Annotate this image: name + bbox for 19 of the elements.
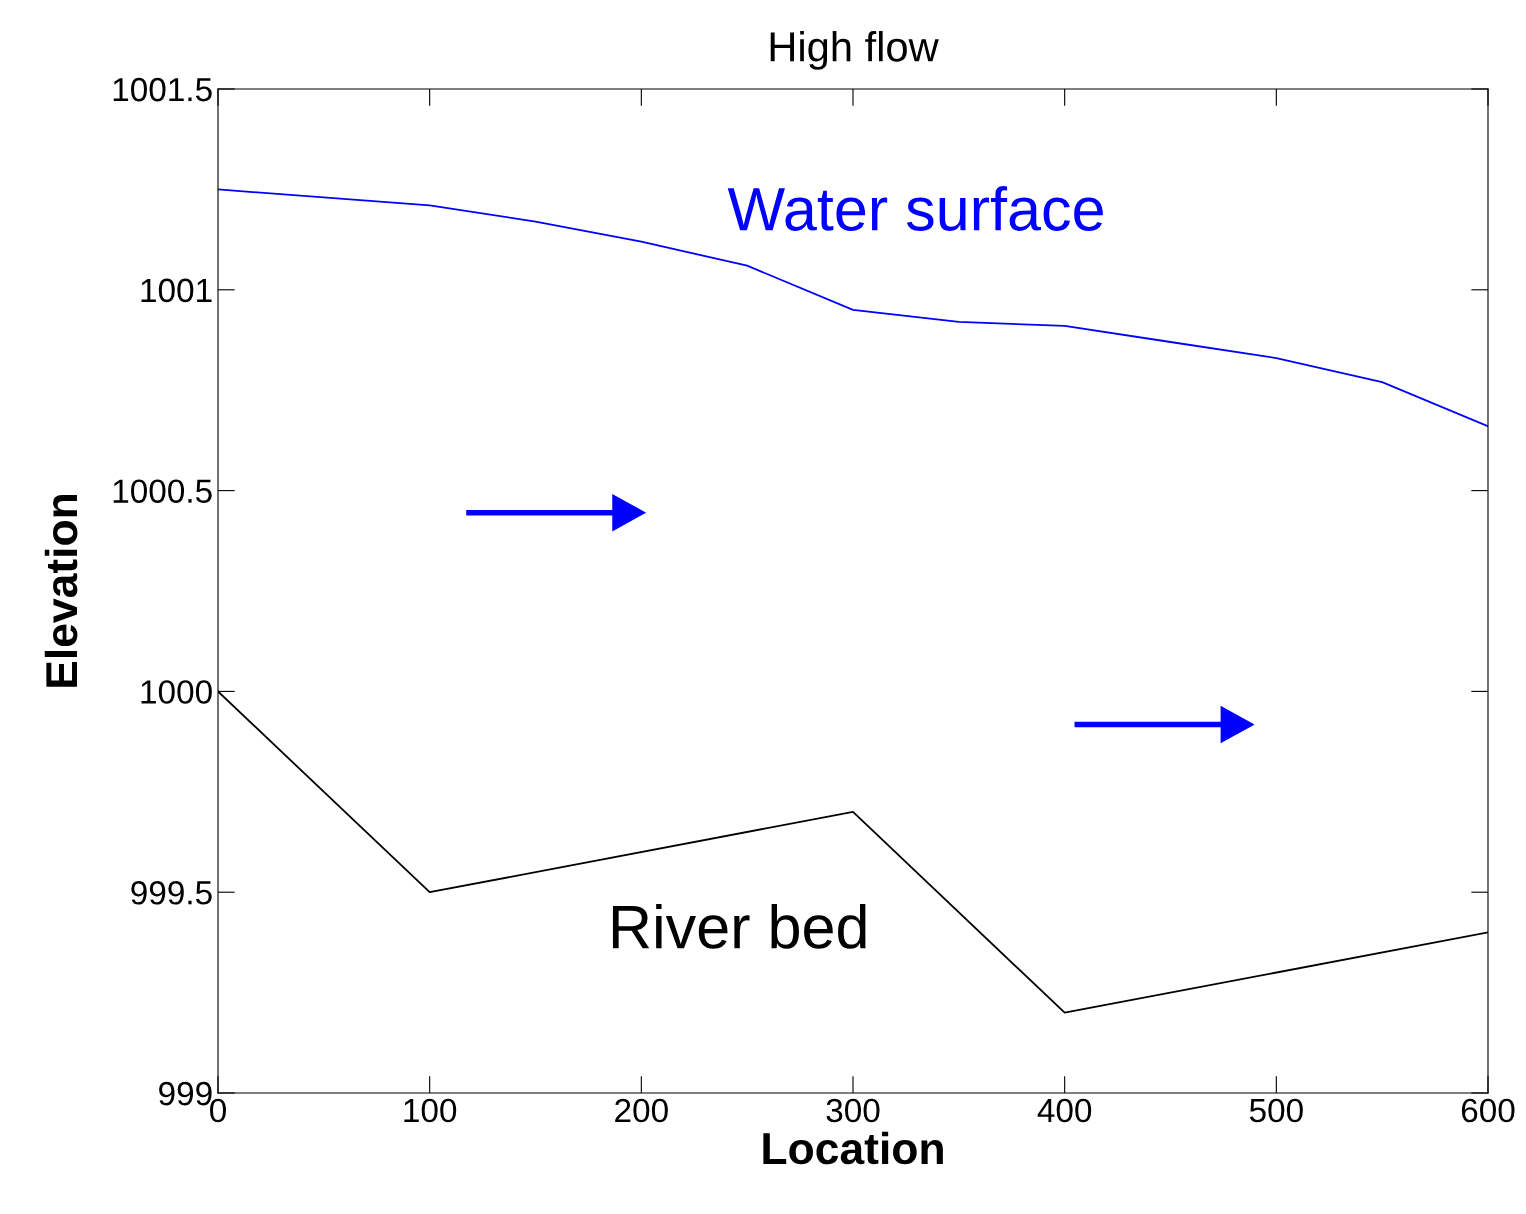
x-tick-label: 0 (210, 1098, 226, 1123)
line-series (218, 188, 1488, 428)
x-tick-label: 100 (404, 1098, 457, 1123)
x-tick-label: 200 (615, 1098, 668, 1123)
y-tick-label: 1001.5 (113, 77, 212, 102)
y-axis-title: Elevation (44, 494, 78, 687)
x-tick-label: 600 (1461, 1098, 1515, 1123)
y-tick-label: 1000.5 (113, 479, 212, 504)
x-tick-label: 500 (1249, 1098, 1303, 1123)
y-tick-label: 1000 (141, 680, 212, 704)
x-axis-title: Location (763, 1131, 943, 1165)
chart-title: High flow (770, 31, 939, 70)
series-label: River bed (612, 903, 866, 949)
series-label: Water surface (727, 186, 1103, 231)
x-tick-label: 300 (826, 1098, 880, 1123)
y-tick-label: 999.5 (131, 881, 212, 905)
y-tick-label: 999 (159, 1081, 212, 1106)
x-tick-label: 400 (1037, 1098, 1092, 1123)
y-tick-label: 1001 (141, 278, 212, 303)
